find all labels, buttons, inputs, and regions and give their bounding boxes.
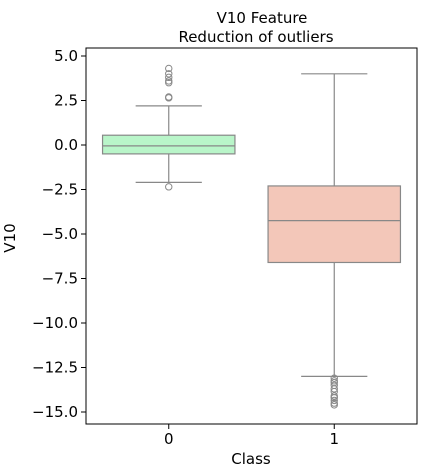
x-tick-label: 0: [164, 430, 174, 448]
outlier-point: [165, 64, 173, 73]
box-category-1: [267, 73, 402, 409]
chart-title-line-2: Reduction of outliers: [178, 28, 333, 46]
outlier-point: [330, 394, 338, 402]
y-axis-label: V10: [1, 223, 19, 252]
box-category-0: [101, 64, 236, 191]
outlier-point: [330, 401, 338, 409]
y-tick-label: −10.0: [32, 314, 78, 332]
y-tick-label: 2.5: [54, 92, 78, 110]
y-tick-label: 0.0: [54, 136, 78, 154]
y-tick-label: −7.5: [42, 270, 78, 288]
x-axis-label: Class: [231, 450, 271, 468]
outlier-point: [330, 385, 338, 393]
outlier-point: [165, 79, 173, 87]
outlier-point: [165, 73, 173, 82]
outlier-point: [330, 374, 338, 382]
plot-area-frame: [85, 47, 418, 425]
y-tick-label: −12.5: [32, 359, 78, 377]
outlier-point: [330, 396, 338, 405]
y-tick-label: −15.0: [32, 403, 78, 421]
y-tick-label: 5.0: [54, 47, 78, 65]
iqr-box: [101, 134, 236, 155]
x-tick-label: 1: [329, 430, 339, 448]
y-tick-label: −5.0: [42, 225, 78, 243]
outlier-point: [165, 70, 173, 78]
iqr-box: [267, 185, 402, 264]
boxes: [101, 64, 402, 409]
y-axis: 5.0 2.5 0.0 −2.5 −5.0 −7.5 −10.0 −12.5 −15.0: [32, 47, 86, 421]
chart-title-line-1: V10 Feature: [217, 9, 308, 27]
outlier-point: [165, 183, 173, 191]
outlier-point: [165, 94, 173, 102]
y-tick-label: −2.5: [42, 181, 78, 199]
